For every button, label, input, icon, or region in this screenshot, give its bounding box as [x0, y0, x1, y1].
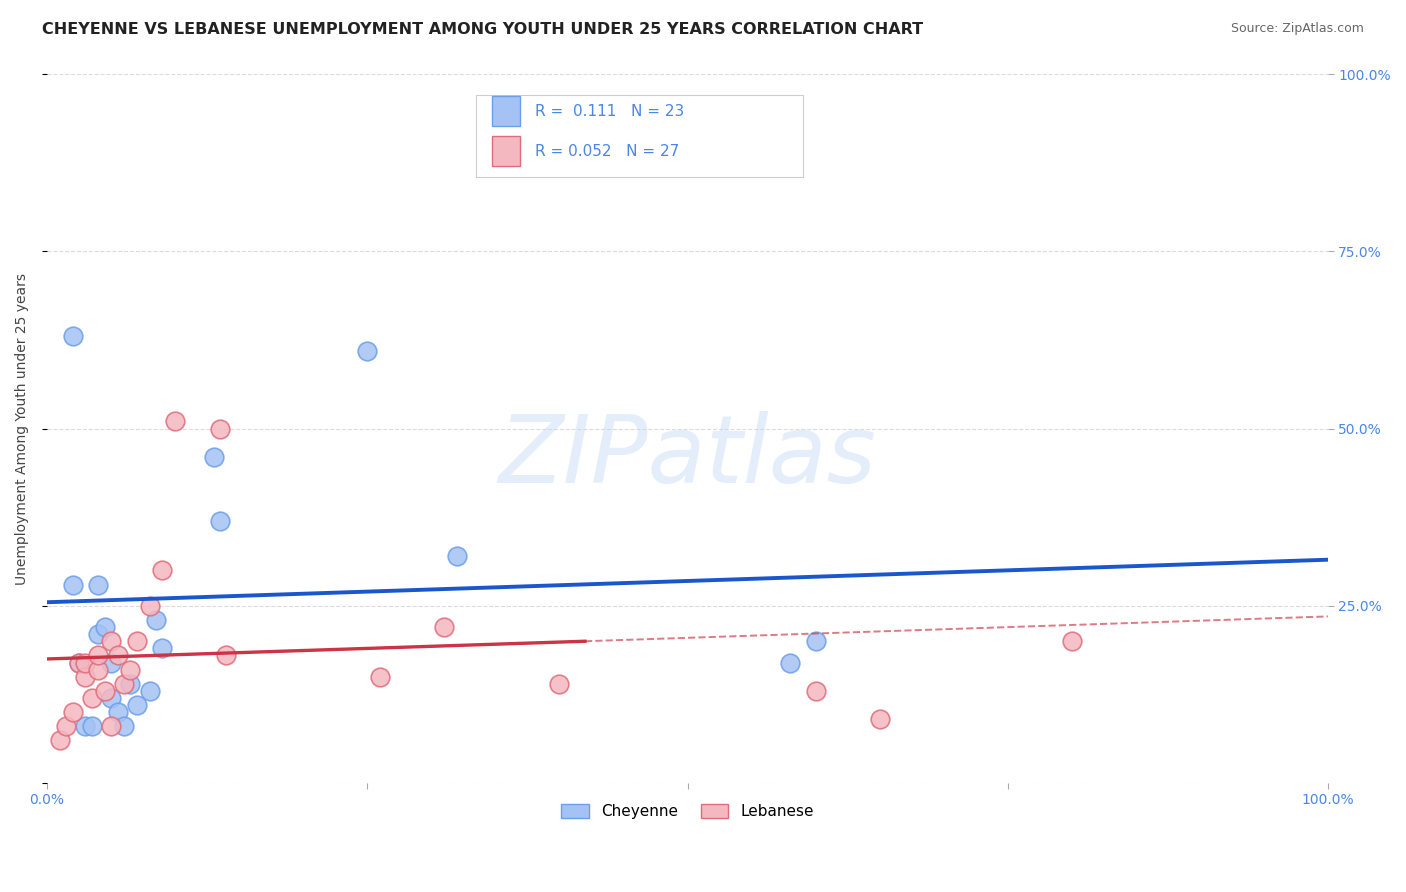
Point: [62, 577, 84, 591]
Point: [804, 634, 827, 648]
Point: [165, 414, 187, 428]
Text: Source: ZipAtlas.com: Source: ZipAtlas.com: [1230, 22, 1364, 36]
Bar: [492, 96, 520, 127]
Point: [356, 343, 378, 358]
Point: [869, 712, 891, 726]
Point: [202, 450, 225, 464]
Text: R = 0.052   N = 27: R = 0.052 N = 27: [536, 144, 679, 159]
Point: [804, 684, 827, 698]
Point: [87, 648, 110, 663]
Point: [138, 684, 160, 698]
Point: [67, 656, 90, 670]
Point: [446, 549, 468, 563]
Point: [145, 613, 167, 627]
Point: [62, 329, 84, 343]
Point: [100, 634, 122, 648]
Y-axis label: Unemployment Among Youth under 25 years: Unemployment Among Youth under 25 years: [15, 273, 30, 584]
Text: ZIPatlas: ZIPatlas: [499, 411, 876, 502]
Point: [49, 733, 72, 747]
Point: [138, 599, 160, 613]
Point: [150, 641, 173, 656]
Point: [75, 656, 97, 670]
Point: [80, 690, 103, 705]
Point: [87, 663, 110, 677]
Point: [548, 677, 571, 691]
Point: [779, 656, 801, 670]
Point: [368, 670, 391, 684]
Point: [150, 563, 173, 577]
Bar: [477, 95, 803, 177]
Point: [1060, 634, 1083, 648]
Bar: [492, 136, 520, 166]
Point: [120, 677, 142, 691]
Point: [208, 421, 231, 435]
Point: [107, 705, 129, 719]
Point: [112, 719, 135, 733]
Text: R =  0.111   N = 23: R = 0.111 N = 23: [536, 103, 685, 119]
Point: [125, 698, 148, 712]
Point: [215, 648, 238, 663]
Point: [93, 620, 115, 634]
Point: [55, 719, 77, 733]
Point: [80, 719, 103, 733]
Point: [208, 514, 231, 528]
Point: [75, 719, 97, 733]
Point: [100, 719, 122, 733]
Point: [87, 627, 110, 641]
Point: [93, 684, 115, 698]
Point: [125, 634, 148, 648]
Text: CHEYENNE VS LEBANESE UNEMPLOYMENT AMONG YOUTH UNDER 25 YEARS CORRELATION CHART: CHEYENNE VS LEBANESE UNEMPLOYMENT AMONG …: [42, 22, 924, 37]
Point: [107, 648, 129, 663]
Legend: Cheyenne, Lebanese: Cheyenne, Lebanese: [555, 797, 820, 825]
Point: [112, 677, 135, 691]
Point: [75, 670, 97, 684]
Point: [87, 577, 110, 591]
Point: [433, 620, 456, 634]
Point: [67, 656, 90, 670]
Point: [100, 690, 122, 705]
Point: [100, 656, 122, 670]
Point: [62, 705, 84, 719]
Point: [120, 663, 142, 677]
